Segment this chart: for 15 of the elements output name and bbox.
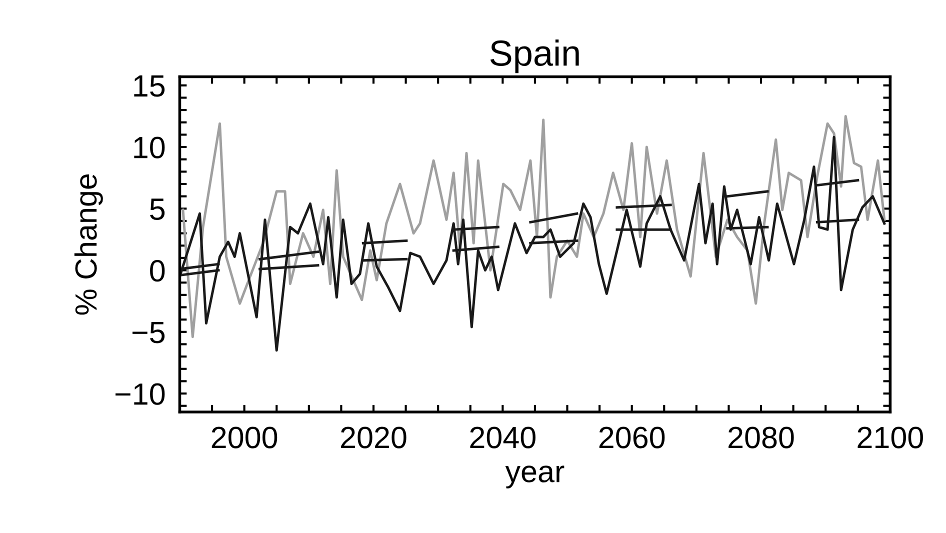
x-tick-label: 2080 <box>728 426 794 448</box>
y-tick-label: −5 <box>132 322 165 344</box>
y-tick-label: 0 <box>150 260 165 282</box>
y-tick-label: 15 <box>134 75 165 97</box>
y-tick-label: −10 <box>116 383 165 405</box>
x-tick-label: 2040 <box>470 426 536 448</box>
x-tick-label: 2100 <box>858 426 923 448</box>
x-tick-label: 2020 <box>341 426 406 448</box>
y-axis-title: % Change <box>74 174 103 315</box>
y-tick-label: 5 <box>150 198 165 220</box>
chart-title: Spain <box>490 39 579 74</box>
x-tick-label: 2060 <box>599 426 665 448</box>
x-axis-title: year <box>505 466 564 488</box>
x-tick-label: 2000 <box>212 426 278 448</box>
y-tick-label: 10 <box>134 136 165 158</box>
